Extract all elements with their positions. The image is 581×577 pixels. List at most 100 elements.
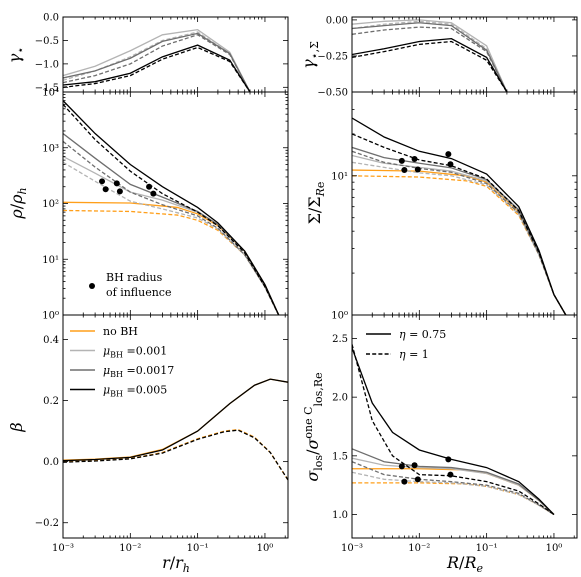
x-tick-label: 10⁻³ — [52, 543, 74, 554]
series-line-bh001-dashed — [352, 161, 567, 315]
y-tick-label: 0.0 — [43, 13, 59, 24]
bh-influence-marker — [445, 151, 452, 158]
y-tick-label: 10⁴ — [42, 88, 59, 99]
panel-gamma-sigma-R: 0.00 −0.25 −0.50 — [317, 15, 578, 99]
y-tick-label: −0.25 — [317, 51, 348, 62]
series-line-bh005-dashed — [63, 46, 251, 92]
series-line-bh005-solid — [63, 100, 280, 315]
series-line-bh0017-solid — [352, 146, 567, 315]
bh-influence-marker — [99, 178, 106, 185]
bh-influence-marker — [447, 161, 454, 168]
plot-frame — [351, 91, 578, 316]
plot-frame — [62, 314, 289, 539]
x-axis-label-r: r/rh — [162, 553, 190, 575]
series-line-bh0017-solid — [352, 22, 508, 92]
series-line-bh005-solid — [63, 378, 288, 462]
y-tick-label: 10³ — [42, 143, 59, 154]
panel-sigma-los-R: 10⁻³ 10⁻² 10⁻¹ 10⁰ 1.0 1.5 2.0 2.5 — [332, 314, 578, 554]
legend-text: μBH =0.005 — [103, 384, 167, 399]
y-tick-label: −0.5 — [35, 36, 59, 47]
y-tick-label: −0.50 — [317, 88, 348, 99]
y-tick-label: 10¹ — [331, 171, 348, 182]
series-line-bh005-solid — [352, 347, 555, 515]
y-tick-label: −0.2 — [35, 518, 59, 529]
bh-influence-marker — [150, 190, 157, 197]
y-tick-label: 0.2 — [43, 396, 59, 407]
panel-rho-r: 10⁰ 10¹ 10² 10³ 10⁴ — [42, 88, 289, 322]
legend-marker — [89, 283, 95, 289]
bh-influence-marker — [411, 462, 418, 469]
bh-influence-marker — [414, 476, 421, 483]
series-line-bh005-solid — [63, 44, 251, 92]
y-tick-label: 0.00 — [326, 15, 348, 26]
x-tick-label: 10⁻² — [119, 543, 141, 554]
legend-text: BH radius — [106, 271, 163, 284]
bh-influence-marker — [102, 186, 109, 193]
bh-influence-marker — [113, 180, 120, 187]
bh-influence-marker — [398, 463, 405, 470]
bh-influence-marker — [146, 183, 153, 190]
y-tick-label: 0.0 — [43, 457, 59, 468]
y-tick-label: 10⁰ — [331, 311, 348, 322]
x-tick-label: 10⁻¹ — [476, 543, 498, 554]
y-tick-label: 2.0 — [332, 393, 348, 404]
bh-influence-marker — [116, 188, 123, 195]
series-line-bh0017-dashed — [352, 461, 555, 516]
series-line-bh005-solid — [352, 37, 508, 92]
bh-influence-marker — [414, 166, 421, 173]
legend-text: η = 1 — [399, 348, 429, 361]
legend-text: μBH =0.0017 — [103, 364, 174, 379]
series-line-noBH-dashed — [352, 175, 567, 315]
x-tick-label: 10⁻¹ — [187, 543, 209, 554]
x-tick-label: 10⁻³ — [341, 543, 363, 554]
series-line-bh0017-dashed — [352, 26, 508, 92]
y-axis-label-beta: β — [7, 422, 26, 432]
series-line-bh0017-solid — [352, 448, 555, 516]
legend-text: of influence — [106, 286, 171, 299]
legend-text: η = 0.75 — [399, 328, 446, 341]
bh-influence-marker — [411, 156, 418, 163]
plot-frame — [351, 314, 578, 539]
y-tick-label: 10⁰ — [42, 311, 59, 322]
y-axis-label-gamma-sigma: γ⋆,Σ — [299, 41, 321, 69]
y-tick-label: 10² — [42, 199, 59, 210]
series-line-bh005-dashed — [63, 429, 288, 481]
y-tick-label: 2.5 — [332, 334, 348, 345]
x-tick-label: 10⁻² — [408, 543, 430, 554]
series-line-bh001-solid — [352, 154, 567, 315]
y-tick-label: −1.5 — [35, 83, 59, 94]
series-line-bh001-dashed — [352, 20, 508, 92]
panel-sigma-R: 10⁰ 10¹ — [331, 91, 578, 322]
bh-influence-marker — [398, 157, 405, 164]
y-tick-label: 1.5 — [332, 451, 348, 462]
plot-frame — [351, 16, 578, 93]
y-axis-label-rho: ρ/ρh — [7, 187, 29, 219]
series-line-bh005-dashed — [352, 344, 555, 516]
bh-influence-marker — [447, 471, 454, 478]
x-tick-label: 10⁰ — [257, 543, 274, 554]
panel-gamma-star-r: 0.0 −0.5 −1.0 −1.5 — [35, 13, 289, 94]
bh-influence-marker — [401, 167, 408, 174]
y-axis-label-gamma: γ⋆ — [5, 47, 27, 63]
series-line-noBH-dashed — [63, 209, 280, 315]
x-axis-label-R: R/Re — [446, 553, 483, 575]
y-tick-label: 0.4 — [43, 335, 59, 346]
series-line-bh005-dashed — [352, 133, 567, 315]
series-line-bh005-dashed — [63, 103, 280, 315]
legend-text: no BH — [103, 325, 138, 338]
series-line-bh0017-dashed — [63, 34, 251, 92]
series-line-bh001-solid — [63, 28, 251, 92]
panel-beta-r: 10⁻³ 10⁻² 10⁻¹ 10⁰ −0.2 0.0 0.2 0.4 — [35, 314, 289, 554]
bh-influence-marker — [401, 478, 408, 485]
legend-text: μBH =0.001 — [103, 345, 167, 360]
series-line-bh0017-solid — [63, 32, 251, 92]
series-line-bh005-dashed — [352, 40, 508, 92]
series-line-bh001-dashed — [352, 471, 555, 516]
y-tick-label: −1.0 — [35, 59, 59, 70]
y-tick-label: 10¹ — [42, 255, 59, 266]
bh-influence-marker — [445, 456, 452, 463]
y-axis-label-sigma: Σ/ΣRe — [305, 182, 327, 225]
series-line-bh001-solid — [352, 19, 508, 92]
y-tick-label: 1.0 — [332, 510, 348, 521]
